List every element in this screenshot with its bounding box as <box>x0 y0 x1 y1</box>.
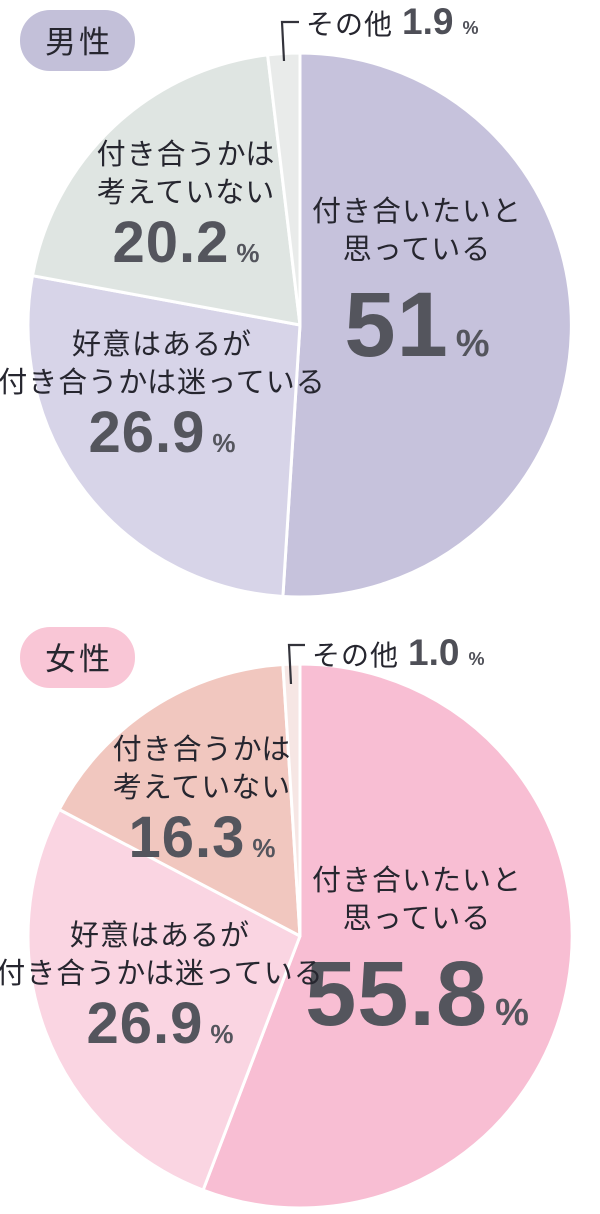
slice-label-line: 付き合いたいと <box>311 196 523 228</box>
slice-label-line: 付き合いたいと <box>311 865 523 897</box>
slice-value-number: 16.3 <box>128 805 246 870</box>
callout-other-female: その他 1.0 % <box>312 632 484 674</box>
pie-slice-male-2 <box>31 53 302 327</box>
callout-unit: % <box>462 18 479 38</box>
pie-slice-female-1 <box>26 808 302 1192</box>
slice-label-want-to-date: 付き合いたいと 思っている 51 % <box>312 193 522 371</box>
pie-slice-male-0 <box>281 51 573 599</box>
slice-label-line: 付き合うかは迷っている <box>0 958 324 990</box>
slice-value: 55.8 % <box>305 948 529 1040</box>
slice-label-line: 付き合うかは迷っている <box>0 367 326 399</box>
callout-value: 1.9 <box>402 1 454 42</box>
callout-label: その他 <box>306 9 394 40</box>
slice-label-line: 考えていない <box>112 772 292 804</box>
slice-value-number: 55.8 <box>305 943 489 1045</box>
slice-value: 16.3 % <box>113 809 292 867</box>
slice-value-number: 51 <box>344 274 449 376</box>
callout-value: 1.0 <box>408 632 460 673</box>
pie-svg-male <box>26 20 573 599</box>
slice-label-unsure: 好意はあるが 付き合うかは迷っている 26.9 % <box>0 326 326 462</box>
percent-sign: % <box>210 1019 234 1049</box>
slice-label-line: 好意はあるが <box>71 329 253 361</box>
slice-label-line: 付き合うかは <box>96 139 276 171</box>
slice-label-not-considering: 付き合うかは 考えていない 20.2 % <box>97 136 276 272</box>
slice-label-line: 思っている <box>342 234 492 266</box>
slice-label-unsure: 好意はあるが 付き合うかは迷っている 26.9 % <box>0 917 324 1053</box>
pie-chart-male: 男性 その他 1.9 % 付き合いたいと 思っている 51 % 付き合うかは 考… <box>0 1 573 599</box>
pie-svg-female <box>26 643 574 1210</box>
callout-leader-line <box>287 643 305 685</box>
slice-value-number: 20.2 <box>112 210 230 275</box>
slice-value: 51 % <box>312 279 522 371</box>
gender-badge-male: 男性 <box>20 10 135 71</box>
slice-value-number: 26.9 <box>88 400 206 465</box>
slice-label-line: 考えていない <box>96 177 276 209</box>
slice-label-line: 付き合うかは <box>112 734 292 766</box>
slice-label-not-considering: 付き合うかは 考えていない 16.3 % <box>113 731 292 867</box>
pie-slice-female-3 <box>281 662 302 938</box>
percent-sign: % <box>495 992 529 1034</box>
slice-label-line: 思っている <box>342 903 492 935</box>
slice-value: 26.9 % <box>0 404 326 462</box>
slice-label-line: 好意はあるが <box>69 920 251 952</box>
callout-leader-line <box>280 20 299 62</box>
pie-chart-female: 女性 その他 1.0 % 付き合いたいと 思っている 55.8 % 付き合うかは… <box>0 607 600 1214</box>
callout-unit: % <box>468 649 485 669</box>
pie-slice-female-0 <box>201 662 574 1210</box>
slice-label-want-to-date: 付き合いたいと 思っている 55.8 % <box>305 862 529 1040</box>
slice-value: 26.9 % <box>0 995 324 1053</box>
percent-sign: % <box>236 238 260 268</box>
percent-sign: % <box>212 428 236 458</box>
callout-other-male: その他 1.9 % <box>306 1 478 43</box>
pie-slice-female-2 <box>57 663 302 938</box>
slice-value: 20.2 % <box>97 214 276 272</box>
percent-sign: % <box>455 323 490 365</box>
pie-slice-male-1 <box>26 274 302 598</box>
callout-label: その他 <box>312 640 400 671</box>
slice-value-number: 26.9 <box>86 991 204 1056</box>
gender-badge-female: 女性 <box>20 627 135 688</box>
percent-sign: % <box>252 833 276 863</box>
